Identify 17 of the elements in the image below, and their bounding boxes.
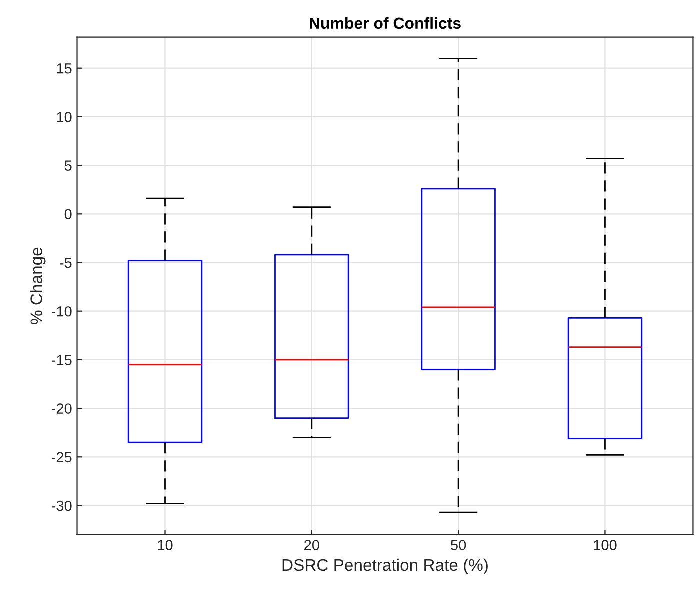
- y-tick-label: -20: [52, 404, 72, 414]
- y-tick-label: 15: [57, 64, 72, 74]
- chart-title: Number of Conflicts: [310, 17, 461, 30]
- y-tick-label: 0: [64, 209, 72, 220]
- x-axis-title: DSRC Penetration Rate (%): [282, 558, 488, 574]
- y-tick-label: 10: [57, 112, 72, 122]
- x-tick-label: 10: [158, 540, 173, 550]
- y-tick-label: -25: [52, 452, 72, 463]
- y-tick-label: 5: [64, 160, 72, 171]
- x-tick-label: 20: [304, 540, 320, 550]
- y-tick-label: -5: [60, 258, 72, 268]
- x-tick-label: 50: [451, 540, 466, 550]
- x-tick-label: 100: [594, 540, 617, 550]
- y-axis-title: % Change: [30, 248, 46, 324]
- y-tick-label: -15: [52, 355, 72, 366]
- y-tick-label: -10: [52, 306, 72, 317]
- y-tick-label: -30: [52, 500, 72, 512]
